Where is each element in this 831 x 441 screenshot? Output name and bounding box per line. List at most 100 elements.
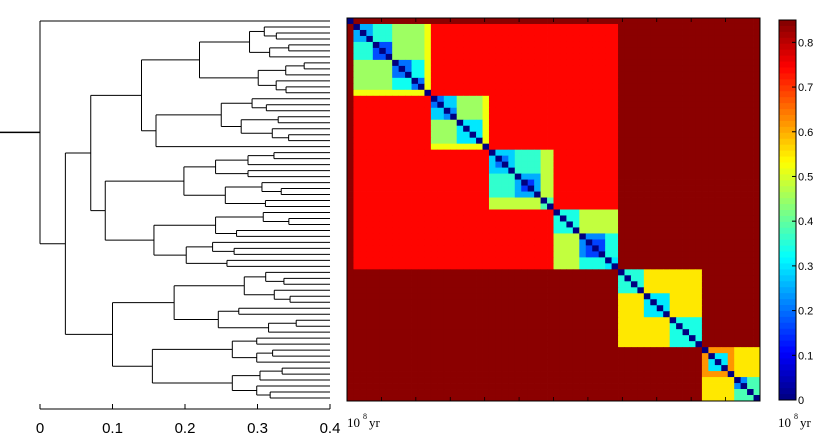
heatmap-cell: [605, 59, 612, 67]
heatmap-cell: [559, 233, 567, 240]
heatmap-cell: [663, 83, 671, 91]
heatmap-cell: [701, 383, 709, 390]
heatmap-cell: [456, 125, 464, 133]
heatmap-cell: [682, 107, 690, 115]
heatmap-cell: [534, 269, 541, 276]
heatmap-cell: [405, 347, 412, 354]
heatmap-cell: [534, 119, 541, 127]
heatmap-cell: [534, 359, 541, 366]
colorbar-swatch: [779, 340, 796, 348]
heatmap-cell: [618, 125, 625, 133]
heatmap-cell: [592, 113, 600, 121]
colorbar-swatch: [779, 305, 796, 312]
heatmap-cell: [547, 29, 554, 37]
heatmap-cell: [643, 347, 651, 354]
heatmap-cell: [353, 209, 361, 216]
heatmap-cell: [469, 161, 477, 169]
heatmap-cell: [482, 221, 490, 228]
heatmap-cell: [392, 353, 400, 360]
heatmap-cell: [598, 341, 606, 348]
heatmap-cell: [501, 161, 509, 169]
heatmap-cell: [456, 65, 464, 73]
heatmap-cell: [372, 101, 380, 109]
heatmap-cell: [488, 149, 496, 157]
heatmap-cell: [676, 311, 683, 318]
heatmap-cell: [430, 59, 438, 67]
heatmap-cell: [540, 269, 548, 276]
heatmap-cell: [572, 239, 580, 246]
heatmap-cell: [734, 269, 742, 276]
heatmap-cell: [753, 215, 761, 222]
heatmap-cell: [476, 341, 483, 348]
heatmap-cell: [547, 371, 554, 378]
heatmap-cell: [740, 365, 748, 372]
heatmap-cell: [624, 18, 632, 25]
heatmap-cell: [721, 329, 729, 336]
heatmap-cell: [514, 287, 522, 294]
heatmap-cell: [585, 353, 593, 360]
heatmap-cell: [753, 77, 761, 85]
heatmap-cell: [463, 41, 471, 49]
heatmap-cell: [695, 389, 703, 396]
heatmap-cell: [643, 275, 651, 282]
heatmap-cell: [417, 95, 425, 103]
heatmap-cell: [669, 191, 677, 198]
heatmap-cell: [456, 185, 464, 192]
heatmap-cell: [682, 347, 690, 354]
heatmap-cell: [385, 377, 393, 384]
heatmap-cell: [721, 203, 729, 210]
heatmap-cell: [534, 71, 541, 79]
heatmap-cell: [566, 53, 574, 61]
heatmap-cell: [469, 143, 477, 151]
heatmap-cell: [701, 257, 709, 264]
heatmap-cell: [417, 317, 425, 324]
heatmap-cell: [417, 125, 425, 133]
heatmap-cell: [579, 161, 587, 169]
heatmap-cell: [630, 215, 638, 222]
heatmap-cell: [637, 209, 645, 216]
heatmap-cell: [488, 18, 496, 25]
heatmap-cell: [521, 191, 529, 198]
heatmap-cell: [624, 395, 632, 402]
heatmap-cell: [663, 203, 671, 210]
heatmap-cell: [721, 113, 729, 121]
heatmap-cell: [476, 119, 483, 127]
colorbar-swatch: [779, 310, 796, 318]
heatmap-cell: [650, 293, 658, 300]
heatmap-cell: [656, 53, 664, 61]
heatmap-cell: [676, 203, 683, 210]
heatmap-cell: [559, 101, 567, 109]
heatmap-cell: [547, 131, 554, 139]
heatmap-cell: [714, 179, 722, 186]
heatmap-cell: [689, 143, 696, 151]
heatmap-cell: [488, 113, 496, 121]
heatmap-cell: [637, 281, 645, 288]
heatmap-cell: [527, 95, 535, 103]
heatmap-cell: [488, 359, 496, 366]
heatmap-cell: [540, 263, 548, 270]
heatmap-cell: [430, 263, 438, 270]
heatmap-cell: [553, 257, 561, 264]
heatmap-cell: [611, 227, 619, 234]
heatmap-cell: [353, 143, 361, 151]
heatmap-cell: [695, 329, 703, 336]
heatmap-cell: [637, 293, 645, 300]
heatmap-cell: [656, 131, 664, 139]
heatmap-cell: [488, 293, 496, 300]
heatmap-cell: [534, 65, 541, 73]
heatmap-cell: [643, 395, 651, 402]
heatmap-cell: [411, 275, 419, 282]
heatmap-cell: [385, 263, 393, 270]
heatmap-cell: [714, 23, 722, 31]
heatmap-cell: [605, 119, 612, 127]
heatmap-cell: [482, 77, 490, 85]
heatmap-cell: [598, 245, 606, 252]
heatmap-cell: [689, 71, 696, 79]
heatmap-cell: [740, 107, 748, 115]
heatmap-cell: [514, 365, 522, 372]
heatmap-cell: [663, 89, 671, 97]
heatmap-cell: [747, 59, 754, 67]
heatmap-cell: [572, 395, 580, 402]
heatmap-cell: [476, 95, 483, 103]
heatmap-cell: [514, 263, 522, 270]
